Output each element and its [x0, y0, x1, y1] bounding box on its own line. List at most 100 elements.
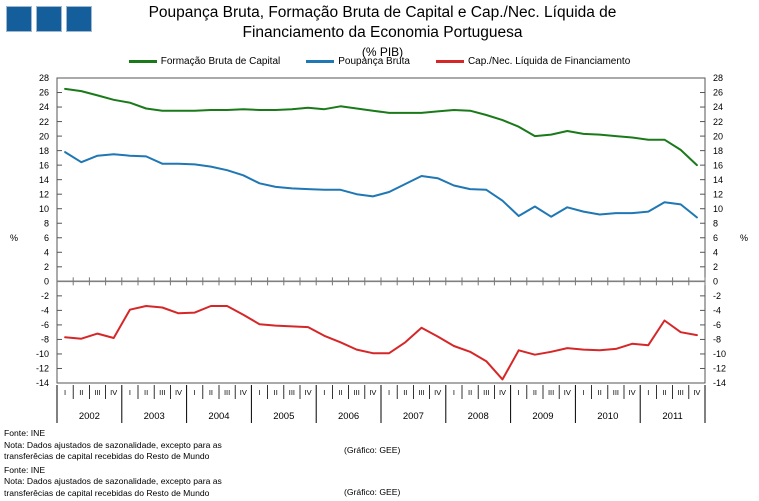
x-axis-quarter-label: II: [209, 388, 213, 397]
x-axis-quarter-label: III: [224, 388, 230, 397]
x-axis-quarter-label: III: [548, 388, 554, 397]
x-axis-quarter-label: IV: [305, 388, 312, 397]
x-axis-quarter-label: I: [647, 388, 649, 397]
y-axis-label-right: -10: [713, 349, 726, 359]
chart-plot-area: 28 28 26 26 24 24 22 22 20 20 18 18 16 16 14 14 12 12 10 10…: [0, 72, 759, 423]
legend-swatch-green: [128, 60, 157, 63]
y-axis-label-right: 0: [713, 277, 718, 287]
x-axis-quarter-label: I: [258, 388, 260, 397]
y-axis-label-left: 16: [39, 160, 49, 170]
x-axis-quarter-label: III: [289, 388, 295, 397]
x-axis-quarter-label: I: [388, 388, 390, 397]
footer-credit: (Gráfico: GEE): [344, 445, 401, 455]
x-axis-year-label: 2009: [532, 411, 553, 422]
series-line-0: [64, 87, 698, 167]
y-axis-label-left: 0: [44, 277, 49, 287]
y-axis-label-right: 12: [713, 189, 723, 199]
x-axis-quarter-label: III: [354, 388, 360, 397]
x-axis-quarter-label: II: [144, 388, 148, 397]
legend-label-formacao-bruta-de-capital: Formação Bruta de Capital: [160, 56, 281, 67]
gee-logo: [6, 6, 92, 32]
x-axis-quarter-label: IV: [499, 388, 506, 397]
legend-label-cap-nec-liquida: Cap./Nec. Líquida de Financiamento: [467, 56, 631, 67]
x-axis-quarter-label: IV: [369, 388, 376, 397]
y-axis-label-left: 4: [44, 247, 49, 257]
x-axis-quarter-label: III: [159, 388, 165, 397]
x-axis-year-label: 2006: [338, 411, 359, 422]
plot-frame: [56, 77, 706, 384]
footer-note-2-line-1: Nota: Dados ajustados de sazonalidade, e…: [4, 476, 222, 486]
footer-note-line-2: transferêcias de capital recebidas do Re…: [4, 451, 210, 461]
x-axis-quarter-label: IV: [240, 388, 247, 397]
footer-note-line-1: Nota: Dados ajustados de sazonalidade, e…: [4, 439, 222, 450]
chart-title-block: Poupança Bruta, Formação Bruta de Capita…: [110, 3, 655, 60]
x-axis-quarter-label: I: [582, 388, 584, 397]
x-axis-quarter-label: III: [418, 388, 424, 397]
x-axis-quarter-label: I: [194, 388, 196, 397]
y-axis-label-right: 14: [713, 175, 723, 185]
footer-block-2: Fonte: INE Nota: Dados ajustados de sazo…: [4, 465, 755, 500]
x-axis-quarter-label: II: [662, 388, 666, 397]
y-axis-label-left: 6: [44, 233, 49, 243]
x-axis-quarter-label: II: [403, 388, 407, 397]
y-axis-label-left: 14: [39, 175, 49, 185]
x-axis-quarter-label: IV: [564, 388, 571, 397]
y-axis-label-right: 26: [713, 88, 723, 98]
legend-item-poupanca-bruta[interactable]: Poupança Bruta: [306, 56, 410, 67]
y-axis-label-left: 12: [39, 189, 49, 199]
x-axis-quarter-label: II: [338, 388, 342, 397]
y-axis-label-left: 8: [44, 218, 49, 228]
y-axis-label-left: -12: [36, 364, 49, 374]
x-axis-quarter-label: III: [678, 388, 684, 397]
y-axis-label-left: -8: [41, 335, 49, 345]
y-axis-label-right: -4: [713, 306, 721, 316]
footer-block-1: Fonte: INE Nota: Dados ajustados de sazo…: [4, 428, 755, 463]
y-axis-label-left: 2: [44, 262, 49, 272]
x-axis-year-label: 2004: [208, 411, 229, 422]
x-axis-year-label: 2005: [273, 411, 294, 422]
x-axis-quarter-label: II: [274, 388, 278, 397]
y-axis-label-left: 24: [39, 102, 49, 112]
x-axis-quarter-label: IV: [175, 388, 182, 397]
y-axis-label-left: -14: [36, 378, 49, 388]
footer-note-2-line-2: transferêcias de capital recebidas do Re…: [4, 487, 210, 498]
logo-square-1: [6, 6, 32, 32]
y-axis-label-left: 10: [39, 204, 49, 214]
x-axis-quarter-label: I: [64, 388, 66, 397]
y-axis-label-right: -6: [713, 320, 721, 330]
footer-source-2: Fonte: INE: [4, 464, 46, 475]
x-axis-quarter-label: IV: [629, 388, 636, 397]
y-axis-label-right: 4: [713, 247, 718, 257]
x-axis-year-label: 2011: [662, 411, 682, 422]
legend-item-cap-nec-liquida[interactable]: Cap./Nec. Líquida de Financiamento: [435, 56, 631, 67]
x-axis-quarter-label: IV: [434, 388, 441, 397]
y-axis-label-right: 16: [713, 160, 723, 170]
logo-square-3: [66, 6, 92, 32]
y-axis-label-left: 22: [39, 117, 49, 127]
y-axis-label-right: 8: [713, 218, 718, 228]
x-axis-quarter-label: III: [483, 388, 489, 397]
x-axis-quarter-label: II: [598, 388, 602, 397]
y-axis-unit-left: %: [10, 233, 18, 243]
y-axis-label-left: 28: [39, 73, 49, 83]
y-axis-label-right: 18: [713, 146, 723, 156]
x-axis-quarter-label: III: [613, 388, 619, 397]
x-axis-quarter-label: I: [129, 388, 131, 397]
x-axis-quarter-label: II: [533, 388, 537, 397]
y-axis-label-right: 6: [713, 233, 718, 243]
series-line-2: [64, 305, 698, 381]
y-axis-label-left: -10: [36, 349, 49, 359]
y-axis-label-left: -6: [41, 320, 49, 330]
y-axis-label-left: 18: [39, 146, 49, 156]
legend-swatch-red: [435, 60, 464, 63]
legend-item-formacao-bruta-de-capital[interactable]: Formação Bruta de Capital: [128, 56, 281, 67]
x-axis-year-label: 2002: [79, 411, 100, 422]
y-axis-label-left: 26: [39, 88, 49, 98]
y-axis-label-right: 10: [713, 204, 723, 214]
series-line-1: [64, 151, 698, 219]
y-axis-label-right: -8: [713, 335, 721, 345]
x-axis-quarter-label: I: [323, 388, 325, 397]
y-axis-label-right: -2: [713, 291, 721, 301]
x-axis-quarter-label: IV: [693, 388, 700, 397]
